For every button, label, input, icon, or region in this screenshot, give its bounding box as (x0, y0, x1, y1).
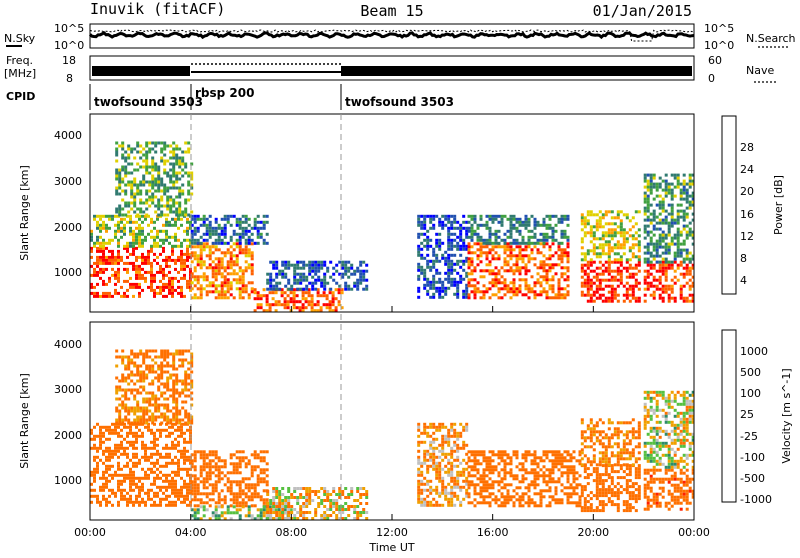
power-cb-tick-20: 20 (740, 185, 754, 198)
velocity-cb-tick-500: 500 (740, 366, 761, 379)
power-colorbar: 28 24 20 16 12 8 4 Power [dB] (722, 116, 785, 294)
nsearch-label: N.Search (746, 32, 796, 45)
heatmap-cell (266, 261, 368, 291)
freq-unit-label: [MHz] (4, 67, 36, 80)
heatmap-cell (644, 174, 695, 264)
velocity-ylabel: Slant Range [km] (18, 373, 31, 469)
station-title: Inuvik (fitACF) (90, 0, 225, 18)
power-panel: Slant Range [km] 4000 3000 2000 1000 (18, 114, 695, 312)
heatmap-cell (417, 215, 468, 299)
power-cb-label: Power [dB] (772, 175, 785, 235)
velocity-ytick-3000: 3000 (54, 383, 82, 396)
heatmap-cell (115, 350, 193, 425)
x-tick-label: 04:00 (175, 526, 207, 539)
freq-tick-top: 18 (62, 54, 76, 67)
power-ytick-3000: 3000 (54, 175, 82, 188)
nsky-right-tick-bottom: 10^0 (704, 39, 734, 52)
heatmap-cell (644, 469, 695, 511)
heatmap-cell (468, 450, 582, 507)
heatmap-cell (191, 215, 269, 245)
nsky-right-tick-top: 10^5 (704, 22, 734, 35)
power-cb-tick-12: 12 (740, 230, 754, 243)
beam-label: Beam 15 (360, 2, 423, 20)
heatmap-cell (644, 391, 695, 469)
heatmap-cell (581, 418, 641, 466)
power-cb-tick-28: 28 (740, 141, 754, 154)
power-cb-tick-8: 8 (740, 252, 747, 265)
x-tick-label: 12:00 (376, 526, 408, 539)
nsky-tick-bottom: 10^0 (54, 39, 84, 52)
velocity-cb-tick-neg500: -500 (740, 472, 765, 485)
velocity-panel: Slant Range [km] 4000 3000 2000 1000 (18, 322, 695, 520)
cpid-segment-1: twofsound 3503 (94, 95, 203, 109)
freq-strip: Freq. [MHz] 18 8 60 0 Nave (4, 54, 776, 85)
nave-tick-top: 60 (708, 54, 722, 67)
x-tick-label: 16:00 (477, 526, 509, 539)
power-ytick-1000: 1000 (54, 266, 82, 279)
heatmap-cell (115, 142, 193, 217)
heatmap-cell (468, 215, 570, 245)
date-label: 01/Jan/2015 (593, 2, 692, 20)
heatmap-cell (581, 464, 641, 512)
heatmap-cell (90, 215, 192, 248)
velocity-cb-tick-neg100: -100 (740, 451, 765, 464)
power-ytick-4000: 4000 (54, 129, 82, 142)
freq-tick-bottom: 8 (66, 72, 73, 85)
freq-band-c (341, 66, 692, 76)
heatmap-cell (417, 423, 468, 507)
cpid-row: CPID twofsound 3503 rbsp 200 twofsound 3… (6, 84, 454, 110)
velocity-cb-tick-neg25: -25 (740, 430, 758, 443)
x-tick-label: 20:00 (577, 526, 609, 539)
velocity-ytick-4000: 4000 (54, 338, 82, 351)
heatmap-cell (581, 210, 641, 261)
power-cb-tick-16: 16 (740, 208, 754, 221)
freq-label: Freq. (6, 54, 33, 67)
nsky-label: N.Sky (4, 32, 36, 45)
power-cb-tick-24: 24 (740, 163, 754, 176)
heatmap-cell (90, 247, 192, 298)
x-tick-label: 00:00 (678, 526, 710, 539)
velocity-colorbar: 1000 500 100 25 -25 -100 -500 -1000 Velo… (722, 330, 793, 506)
x-tick-label: 08:00 (275, 526, 307, 539)
power-cb-tick-4: 4 (740, 274, 747, 287)
power-ytick-2000: 2000 (54, 221, 82, 234)
velocity-cb-tick-neg1000: -1000 (740, 493, 772, 506)
velocity-cb-tick-1000: 1000 (740, 345, 768, 358)
velocity-cb-label: Velocity [m s^-1] (780, 368, 793, 463)
cpid-label: CPID (6, 90, 35, 103)
heatmap-cell (191, 450, 269, 507)
freq-band-a (92, 66, 190, 76)
heatmap-cell (90, 423, 192, 507)
x-axis-label: Time UT (368, 541, 414, 554)
heatmap-cell (468, 242, 570, 299)
nave-tick-bottom: 0 (708, 72, 715, 85)
cpid-segment-2: rbsp 200 (195, 86, 254, 100)
velocity-ytick-1000: 1000 (54, 474, 82, 487)
heatmap-cell (266, 487, 368, 520)
noise-strip: N.Sky 10^5 10^0 10^5 10^0 N.Search (4, 22, 796, 52)
heatmap-cell (644, 261, 695, 303)
heatmap-cell (581, 261, 641, 303)
velocity-ytick-2000: 2000 (54, 429, 82, 442)
x-tick-label: 00:00 (74, 526, 106, 539)
heatmap-cell (191, 242, 254, 299)
heatmap-cell (254, 288, 344, 312)
velocity-cb-tick-25: 25 (740, 408, 754, 421)
nsky-tick-top: 10^5 (54, 22, 84, 35)
power-ylabel: Slant Range [km] (18, 165, 31, 261)
cpid-segment-3: twofsound 3503 (345, 95, 454, 109)
velocity-cb-tick-100: 100 (740, 387, 761, 400)
nave-label: Nave (746, 64, 774, 77)
